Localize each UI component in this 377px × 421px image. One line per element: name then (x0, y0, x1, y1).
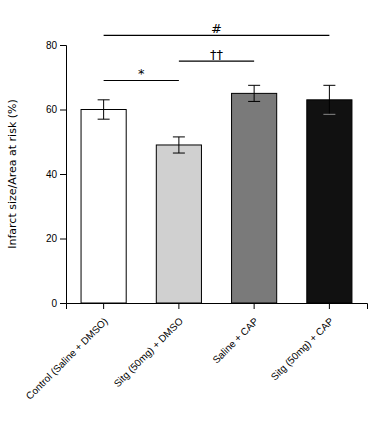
y-axis-title: Infarct size/Area at risk (%) (6, 99, 19, 249)
plot: 020406080Control (Saline + DMSO)Sitg (50… (24, 21, 368, 401)
axis-line (60, 46, 67, 304)
tick-mark (103, 303, 104, 309)
error-bar-cap (98, 99, 110, 100)
marks (81, 85, 352, 303)
tick: Control (Saline + DMSO) (24, 303, 110, 402)
tick: 0 (51, 298, 66, 309)
annotations: * †† # (104, 21, 330, 81)
tick-label: Sitg (50mg) + CAP (269, 315, 336, 382)
bar (156, 145, 201, 303)
tick: 20 (46, 233, 66, 244)
y-axis: 0 20 40 60 80 (46, 40, 67, 309)
error-bar-cap (173, 153, 185, 154)
tick-label: Saline + CAP (210, 315, 260, 365)
tick-mark (60, 174, 66, 175)
tick: Sitg (50mg) + DMSO (112, 303, 186, 389)
error-bar-cap (98, 119, 110, 120)
tick-label: 60 (46, 104, 58, 115)
tick-label: 20 (46, 233, 58, 244)
tick-mark (178, 303, 179, 309)
error-bar (98, 100, 110, 119)
error-bar (173, 137, 185, 153)
error-bar-cap (323, 85, 335, 86)
error-bar-cap (248, 85, 260, 86)
x-axis: Control (Saline + DMSO)Sitg (50mg) + DMS… (24, 303, 368, 402)
tick: 60 (46, 104, 66, 115)
tick-mark (60, 45, 66, 46)
tick-mark (254, 303, 255, 309)
error-bar-cap (173, 136, 185, 137)
error-bar-stem (329, 85, 330, 114)
error-bar-cap (323, 114, 335, 115)
bar (81, 110, 126, 304)
significance-label: * (138, 66, 145, 81)
significance-label: # (211, 21, 222, 36)
error-bar (248, 85, 260, 101)
error-bar (323, 85, 335, 114)
error-bar-stem (103, 100, 104, 119)
tick-label: Sitg (50mg) + DMSO (112, 315, 186, 389)
tick-label: 80 (46, 40, 58, 51)
bar (307, 100, 352, 303)
tick: 40 (46, 169, 66, 180)
chart: 020406080Control (Saline + DMSO)Sitg (50… (0, 0, 377, 421)
tick-label: 0 (51, 298, 57, 309)
bar (232, 93, 277, 303)
error-bar-stem (178, 137, 179, 153)
tick: Sitg (50mg) + CAP (269, 303, 336, 382)
tick-mark (60, 303, 66, 304)
tick-mark (60, 239, 66, 240)
tick-mark (60, 110, 66, 111)
tick: Saline + CAP (210, 303, 260, 366)
tick-label: Control (Saline + DMSO) (24, 315, 110, 401)
error-bar-stem (254, 85, 255, 101)
tick: 80 (46, 40, 66, 51)
significance-label: †† (210, 47, 224, 62)
error-bar-cap (248, 101, 260, 102)
axis-line (67, 304, 368, 310)
tick-label: 40 (46, 169, 58, 180)
tick-mark (329, 303, 330, 309)
